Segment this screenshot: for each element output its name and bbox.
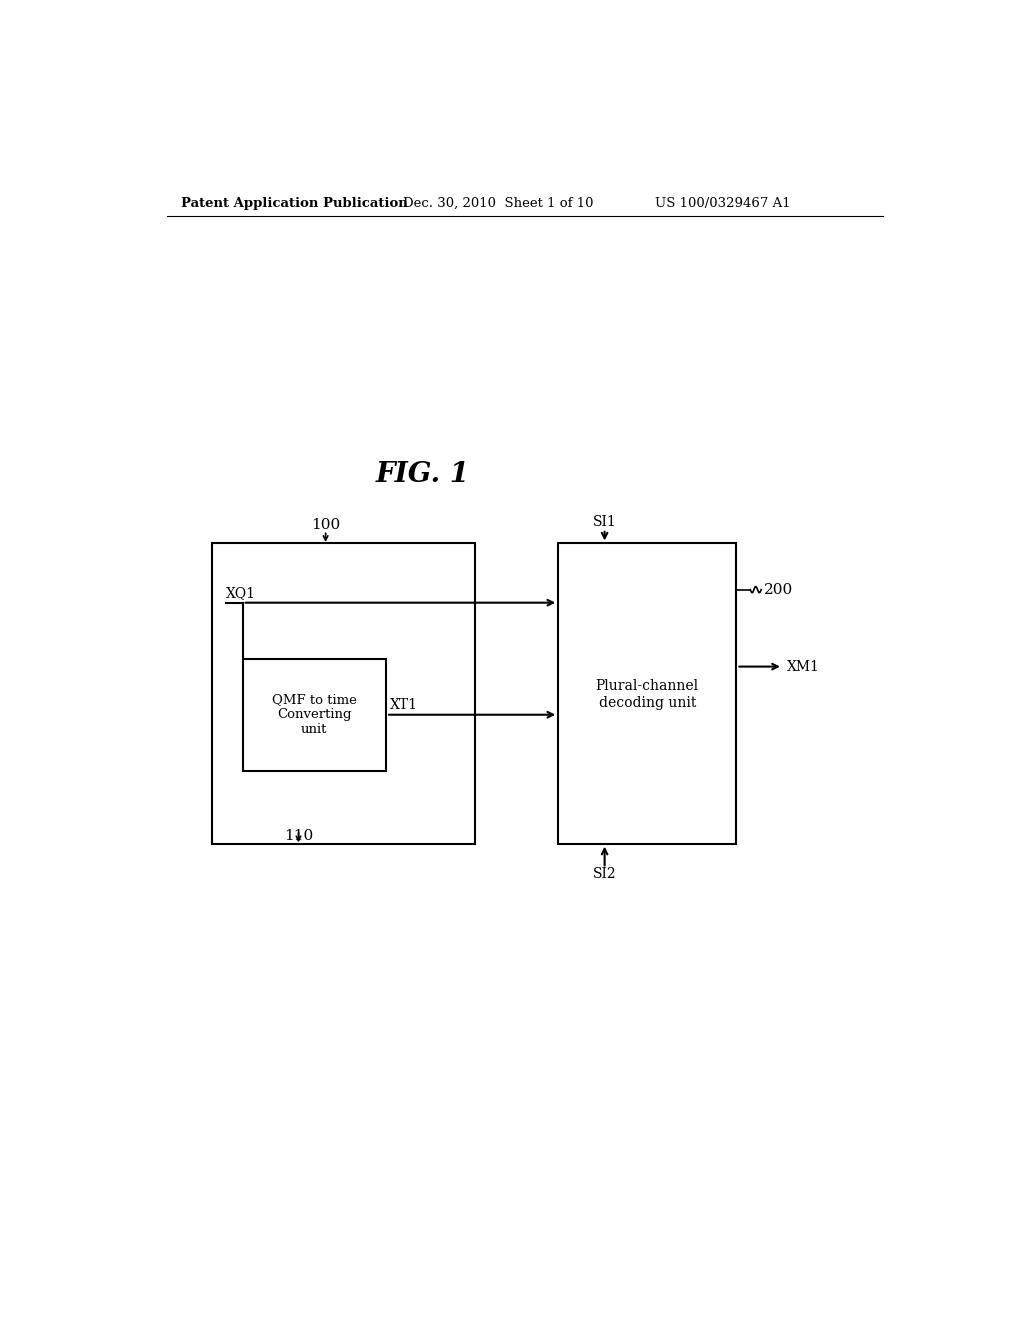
Text: 100: 100 bbox=[311, 517, 340, 532]
Text: Dec. 30, 2010  Sheet 1 of 10: Dec. 30, 2010 Sheet 1 of 10 bbox=[403, 197, 594, 210]
Text: 200: 200 bbox=[764, 582, 794, 597]
Text: XM1: XM1 bbox=[786, 660, 819, 673]
Text: decoding unit: decoding unit bbox=[599, 696, 696, 710]
Bar bbox=[558, 544, 736, 843]
Text: SI1: SI1 bbox=[593, 515, 616, 529]
Bar bbox=[243, 659, 386, 771]
Text: US 100/0329467 A1: US 100/0329467 A1 bbox=[655, 197, 791, 210]
Text: SI2: SI2 bbox=[593, 867, 616, 882]
Text: QMF to time
Converting
unit: QMF to time Converting unit bbox=[272, 693, 356, 737]
Text: XT1: XT1 bbox=[390, 698, 418, 713]
Text: FIG. 1: FIG. 1 bbox=[376, 461, 469, 487]
Text: 110: 110 bbox=[284, 829, 313, 843]
Text: XQ1: XQ1 bbox=[225, 586, 256, 601]
Text: Plural-channel: Plural-channel bbox=[596, 678, 698, 693]
Text: Patent Application Publication: Patent Application Publication bbox=[180, 197, 408, 210]
Bar bbox=[212, 544, 475, 843]
